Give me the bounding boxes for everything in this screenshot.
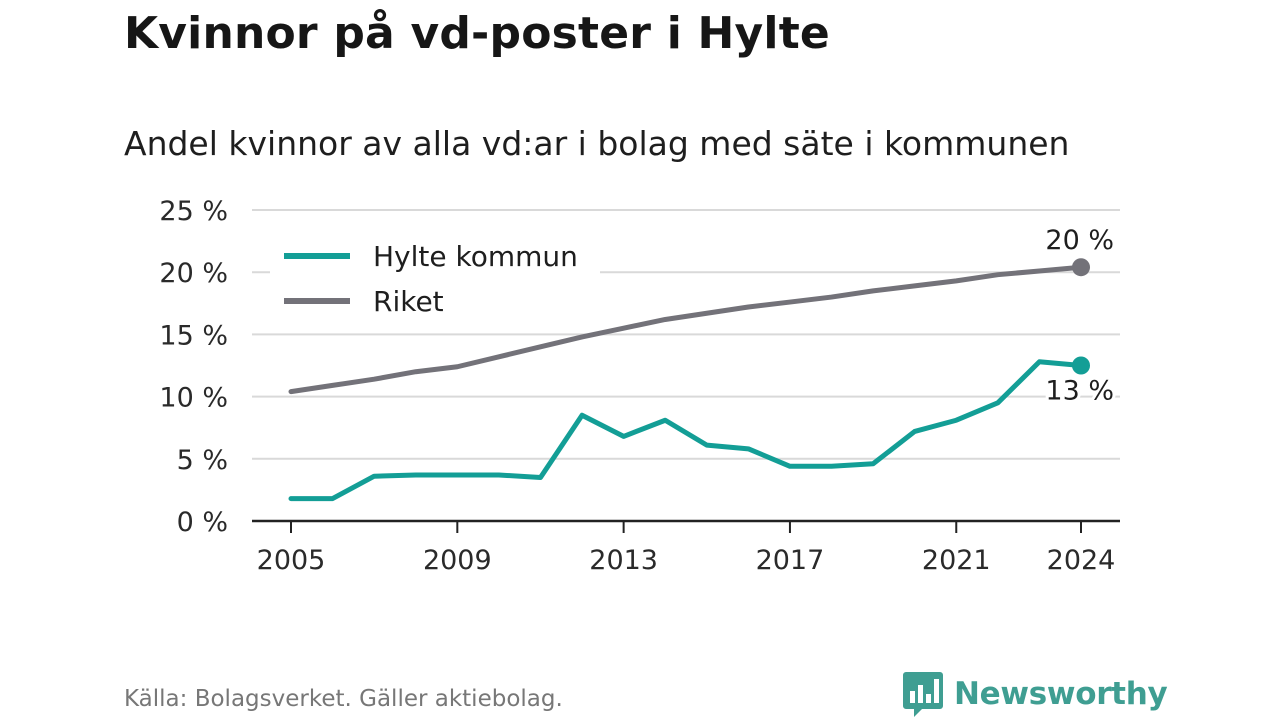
x-axis: 2005 2009 2013 2017 2021 2024 xyxy=(252,519,1120,576)
newsworthy-logo-icon xyxy=(903,672,943,717)
series-line-riket xyxy=(288,264,1084,395)
series-lines xyxy=(288,264,1084,502)
legend-background xyxy=(270,234,600,330)
x-tick-label: 2009 xyxy=(423,545,492,576)
x-tick-label: 2017 xyxy=(756,545,825,576)
y-tick-label: 15 % xyxy=(159,320,228,351)
series-endpoint-hylte xyxy=(1072,356,1090,375)
y-tick-label: 5 % xyxy=(177,445,228,476)
legend-label: Hylte kommun xyxy=(373,240,578,273)
newsworthy-logo-text: Newsworthy xyxy=(954,676,1168,712)
y-tick-label: 25 % xyxy=(159,196,228,227)
x-tick-label: 2024 xyxy=(1047,545,1116,576)
y-tick-label: 0 % xyxy=(177,507,228,538)
source-note: Källa: Bolagsverket. Gäller aktiebolag. xyxy=(124,686,563,712)
newsworthy-logo: Newsworthy xyxy=(902,670,1168,718)
y-tick-label: 10 % xyxy=(159,383,228,414)
chart-title: Kvinnor på vd-poster i Hylte xyxy=(124,8,830,59)
y-axis: 0 % 5 % 10 % 15 % 20 % 25 % xyxy=(159,196,228,538)
y-tick-label: 20 % xyxy=(159,258,228,289)
legend: Hylte kommun Riket xyxy=(270,234,600,330)
chart-subtitle: Andel kvinnor av alla vd:ar i bolag med … xyxy=(124,124,1070,163)
x-tick-label: 2021 xyxy=(922,545,991,576)
x-tick-label: 2005 xyxy=(257,545,326,576)
series-endpoints: 20 % 13 % xyxy=(1042,222,1117,409)
series-line-hylte xyxy=(288,359,1084,502)
series-end-label-hylte: 13 % xyxy=(1045,376,1114,407)
x-tick-label: 2013 xyxy=(589,545,658,576)
series-end-label-riket: 20 % xyxy=(1045,225,1114,256)
series-endpoint-riket xyxy=(1072,258,1090,277)
legend-label: Riket xyxy=(373,285,444,318)
